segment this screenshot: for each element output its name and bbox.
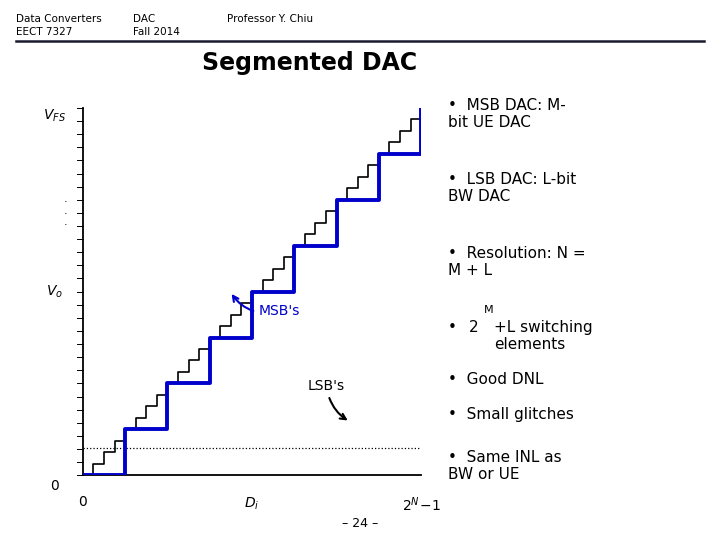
Text: •  Good DNL: • Good DNL — [448, 372, 544, 387]
Text: $V_o$: $V_o$ — [45, 284, 63, 300]
Text: •  Resolution: N =
M + L: • Resolution: N = M + L — [448, 246, 585, 278]
Text: MSB's: MSB's — [233, 296, 300, 319]
Text: 0: 0 — [78, 495, 87, 509]
Text: – 24 –: – 24 – — [342, 517, 378, 530]
Text: M: M — [484, 305, 493, 315]
Text: 2: 2 — [469, 320, 479, 335]
Text: •: • — [448, 320, 457, 335]
Text: •  LSB DAC: L-bit
BW DAC: • LSB DAC: L-bit BW DAC — [448, 172, 576, 204]
Text: •  Small glitches: • Small glitches — [448, 407, 574, 422]
Text: Professor Y. Chiu: Professor Y. Chiu — [227, 14, 313, 24]
Text: $V_{FS}$: $V_{FS}$ — [42, 108, 66, 124]
Text: Segmented DAC: Segmented DAC — [202, 51, 417, 75]
Text: 0: 0 — [50, 479, 58, 493]
Text: •  MSB DAC: M-
bit UE DAC: • MSB DAC: M- bit UE DAC — [448, 98, 566, 131]
Text: LSB's: LSB's — [308, 379, 346, 419]
Text: •  Same INL as
BW or UE: • Same INL as BW or UE — [448, 450, 562, 482]
Text: EECT 7327: EECT 7327 — [16, 27, 72, 37]
Text: $D_i$: $D_i$ — [244, 495, 260, 512]
Text: $2^N\!-\!1$: $2^N\!-\!1$ — [402, 495, 441, 514]
Text: Data Converters: Data Converters — [16, 14, 102, 24]
Text: .
.
.: . . . — [64, 194, 68, 227]
Text: DAC: DAC — [133, 14, 156, 24]
Text: Fall 2014: Fall 2014 — [133, 27, 180, 37]
Text: +L switching
elements: +L switching elements — [494, 320, 593, 352]
